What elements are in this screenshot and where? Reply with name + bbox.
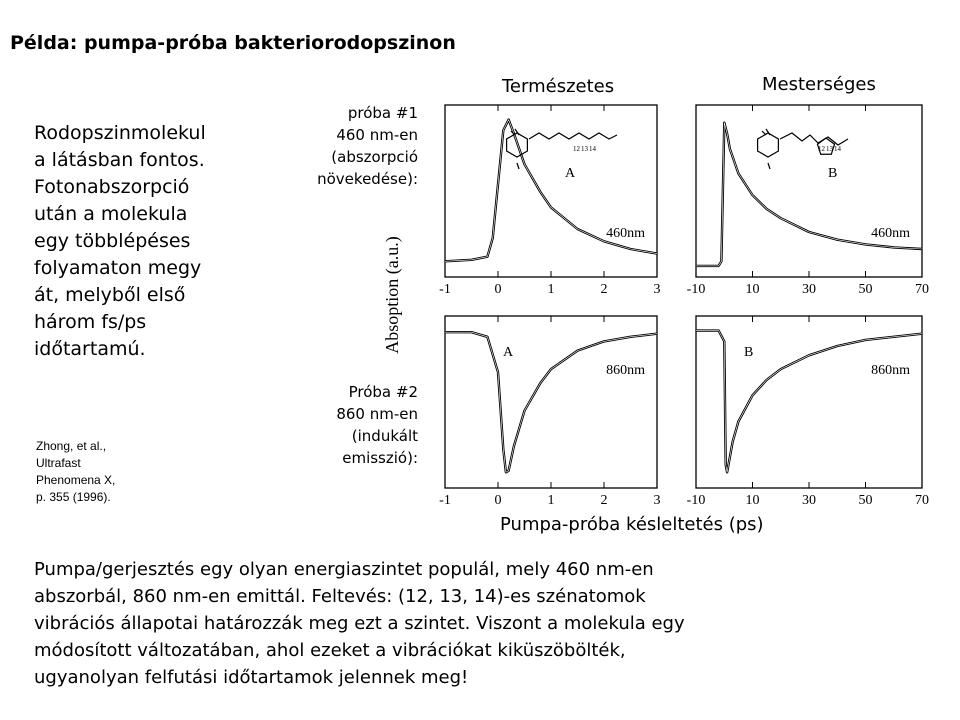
carbon-number-label: 13	[826, 145, 834, 153]
reference-line: p. 355 (1996).	[36, 490, 111, 504]
x-tick-label: -10	[687, 282, 706, 297]
carbon-number-label: 12	[818, 145, 826, 153]
carbon-number-label: 13	[581, 145, 589, 153]
x-tick-label: 10	[746, 493, 760, 508]
bottom-line: abszorbál, 860 nm-en emittál. Feltevés: …	[34, 586, 646, 607]
intro-line: Fotonabszorpció	[34, 176, 190, 198]
molecule-ring	[816, 137, 836, 155]
molecule-ring	[506, 132, 528, 158]
intro-line: után a molekula	[34, 203, 188, 225]
y-axis-label-svg: Absoption (a.u.)	[382, 236, 403, 353]
reference-citation: Zhong, et al., Ultrafast Phenomena X, p.…	[36, 438, 156, 506]
x-tick-label: -1	[439, 493, 451, 508]
bottom-line: ugyanolyan felfutási időtartamok jelenne…	[34, 667, 469, 688]
intro-line: három fs/ps	[34, 311, 147, 333]
bottom-line: Pumpa/gerjesztés egy olyan energiaszinte…	[34, 559, 654, 580]
data-series-line	[445, 331, 658, 474]
wavelength-annotation: 860nm	[606, 363, 645, 378]
carbon-number-label: 12	[573, 145, 581, 153]
x-axis-label: Pumpa-próba késleltetés (ps)	[500, 514, 764, 535]
x-tick-label: 3	[654, 493, 661, 508]
x-tick-label: -10	[687, 493, 706, 508]
bottom-text: Pumpa/gerjesztés egy olyan energiaszinte…	[34, 556, 934, 691]
probe2-line: 860 nm-en	[336, 405, 418, 423]
molecule-chain	[528, 132, 618, 140]
panel-letter: A	[503, 345, 514, 360]
x-tick-label: 70	[915, 493, 929, 508]
wavelength-annotation: 460nm	[871, 226, 910, 241]
molecule-chain	[779, 132, 849, 146]
bottom-line: vibrációs állapotai határozzák meg ezt a…	[34, 613, 685, 634]
probe2-line: emisszió):	[342, 449, 418, 467]
molecule-ring	[757, 132, 779, 158]
molecule-methyl	[761, 130, 767, 136]
x-tick-label: 70	[915, 282, 929, 297]
panel-letter: B	[828, 166, 837, 181]
x-tick-label: 1	[548, 493, 555, 508]
plot-frame	[695, 104, 923, 278]
fit-curve-line	[445, 331, 658, 473]
probe2-line: Próba #2	[348, 383, 418, 401]
x-tick-label: 3	[654, 282, 661, 297]
x-tick-label: -1	[439, 282, 451, 297]
molecule-methyl	[514, 128, 520, 136]
fit-curve-line	[696, 330, 923, 473]
carbon-number-label: 14	[834, 145, 842, 153]
probe2-line: (indukált	[351, 427, 418, 445]
bottom-line: módosított változatában, ahol ezeket a v…	[34, 640, 626, 661]
intro-line: át, melyből első	[34, 284, 186, 306]
plot-frame	[444, 315, 658, 489]
data-series-line	[696, 329, 923, 474]
x-tick-label: 1	[548, 282, 555, 297]
y-axis-label: Absoption (a.u.)	[382, 236, 403, 353]
molecule-methyl	[516, 162, 520, 170]
wavelength-annotation: 860nm	[871, 363, 910, 378]
reference-line: Phenomena X,	[36, 473, 116, 487]
probe1-label: próba #1 460 nm-en (abszorpció növekedés…	[268, 102, 418, 190]
reference-line: Zhong, et al.,	[36, 439, 107, 453]
intro-line: időtartamú.	[34, 338, 146, 360]
molecule-methyl	[510, 130, 516, 136]
x-tick-label: 2	[601, 493, 608, 508]
data-series-line	[696, 121, 923, 268]
probe1-line: 460 nm-en	[336, 126, 418, 144]
probe1-line: próba #1	[347, 104, 418, 122]
molecule-methyl	[767, 162, 771, 170]
x-tick-label: 50	[859, 282, 873, 297]
plot-frame	[444, 104, 658, 278]
x-tick-label: 2	[601, 282, 608, 297]
probe1-line: (abszorpció	[331, 148, 418, 166]
slide-title: Példa: pumpa-próba bakteriorodopszinon	[10, 32, 456, 54]
fit-curve-line	[696, 122, 923, 267]
x-tick-label: 10	[746, 282, 760, 297]
intro-line: Rodopszinmolekul	[34, 122, 206, 144]
intro-line: a látásban fontos.	[34, 149, 205, 171]
intro-line: folyamaton megy	[34, 257, 202, 279]
x-tick-label: 0	[495, 282, 502, 297]
probe2-label: Próba #2 860 nm-en (indukált emisszió):	[268, 381, 418, 469]
wavelength-annotation: 460nm	[606, 226, 645, 241]
panel-letter: A	[565, 166, 576, 181]
intro-text: Rodopszinmolekul a látásban fontos. Foto…	[34, 120, 254, 363]
column-natural: Természetes	[502, 76, 615, 97]
panel-letter: B	[744, 345, 753, 360]
x-tick-label: 0	[495, 493, 502, 508]
molecule-methyl	[765, 128, 771, 136]
x-tick-label: 30	[802, 282, 816, 297]
x-tick-label: 50	[859, 493, 873, 508]
probe1-line: növekedése):	[317, 170, 418, 188]
carbon-number-label: 14	[589, 145, 597, 153]
intro-line: egy többlépéses	[34, 230, 191, 252]
x-tick-label: 30	[802, 493, 816, 508]
column-artificial: Mesterséges	[762, 74, 876, 95]
reference-line: Ultrafast	[36, 456, 81, 470]
